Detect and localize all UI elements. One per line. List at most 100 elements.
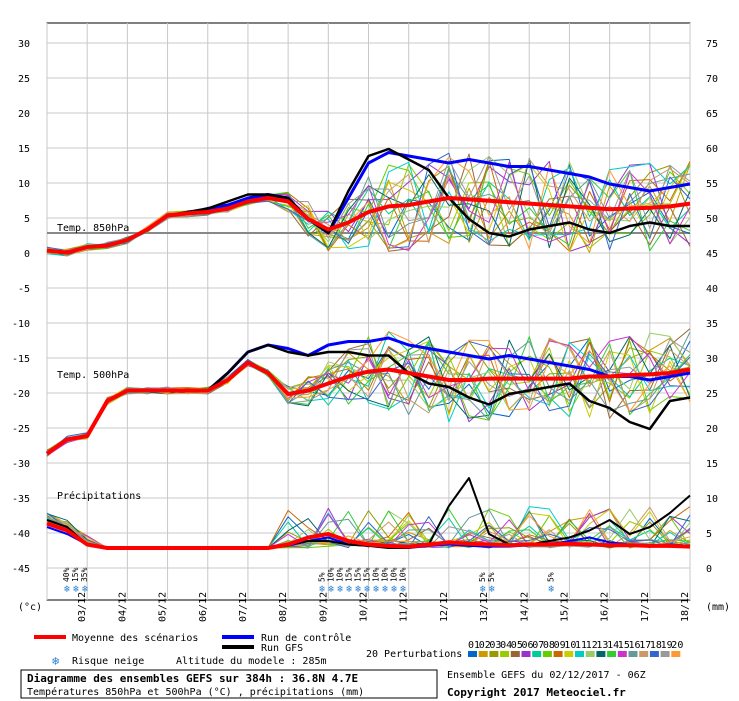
snowflake-icon: ❄ — [400, 584, 407, 595]
right-tick-label: 70 — [706, 74, 718, 85]
perturbation-id: 20 — [671, 640, 683, 651]
snowflake-icon: ❄ — [382, 584, 389, 595]
date-label: 16/12 — [600, 592, 611, 622]
perturbation-id: 09 — [554, 640, 566, 651]
snowflake-icon: ❄ — [355, 584, 362, 595]
right-tick-label: 45 — [706, 249, 718, 260]
perturbation-swatch — [564, 651, 574, 657]
perturbation-swatch — [639, 651, 649, 657]
left-tick-label: 15 — [18, 144, 30, 155]
perturbation-line-850 — [46, 156, 691, 253]
date-label: 05/12 — [158, 592, 169, 622]
left-tick-label: -45 — [12, 564, 30, 575]
right-tick-label: 10 — [706, 494, 718, 505]
snow-percent: 10% — [371, 567, 380, 582]
perturbation-id: 19 — [661, 640, 673, 651]
snow-percent: 5% — [546, 572, 555, 582]
right-tick-label: 0 — [706, 564, 712, 575]
snowflake-icon: ❄ — [82, 584, 89, 595]
snow-percent: 10% — [380, 567, 389, 582]
date-label: 10/12 — [359, 592, 370, 622]
perturbation-swatch — [660, 651, 670, 657]
perturbation-swatch — [478, 651, 488, 657]
date-label: 04/12 — [117, 592, 128, 622]
snow-percent: 5% — [317, 572, 326, 582]
perturbation-swatch — [607, 651, 617, 657]
snow-percent: 40% — [62, 567, 71, 582]
left-tick-label: -20 — [12, 389, 30, 400]
perturbation-id: 12 — [586, 640, 598, 651]
right-tick-label: 50 — [706, 214, 718, 225]
label-precip: Précipitations — [57, 490, 141, 502]
date-label: 11/12 — [399, 592, 410, 622]
left-tick-label: -5 — [18, 284, 30, 295]
snow-percent: 15% — [362, 567, 371, 582]
main-lines — [45, 147, 691, 550]
perturbation-line-850 — [46, 156, 691, 255]
left-tick-label: -30 — [12, 459, 30, 470]
date-label: 08/12 — [278, 592, 289, 622]
snow-risk: 40%❄15%❄35%❄5%❄10%❄10%❄15%❄15%❄15%❄10%❄1… — [62, 567, 555, 595]
snowflake-icon: ❄ — [328, 584, 335, 595]
left-tick-label: 30 — [18, 39, 30, 50]
label-t500: Temp. 500hPa — [57, 370, 129, 381]
snowflake-icon: ❄ — [489, 584, 496, 595]
perturbation-id: 15 — [618, 640, 630, 651]
snow-percent: 35% — [80, 567, 89, 582]
date-label: 18/12 — [680, 592, 691, 622]
perturbation-swatch — [596, 651, 606, 657]
legend: Moyenne des scénarios Run de contrôle Ru… — [34, 632, 683, 668]
perturbation-id: 04 — [500, 640, 512, 651]
snow-percent: 15% — [71, 567, 80, 582]
date-label: 06/12 — [198, 592, 209, 622]
mean-line-850 — [46, 196, 691, 255]
perturbation-id: 07 — [532, 640, 544, 651]
snowflake-icon: ❄ — [52, 654, 59, 668]
perturbation-swatch — [510, 651, 520, 657]
snowflake-icon: ❄ — [364, 584, 371, 595]
perturbation-id: 06 — [522, 640, 534, 651]
left-tick-label: 0 — [24, 249, 30, 260]
perturbation-id: 10 — [564, 640, 576, 651]
snowflake-icon: ❄ — [337, 584, 344, 595]
date-label: 17/12 — [640, 592, 651, 622]
perturbation-id: 01 — [468, 640, 480, 651]
perturbation-id: 11 — [575, 640, 587, 651]
perturbation-swatch — [649, 651, 659, 657]
perturbation-id: 14 — [607, 640, 619, 651]
snow-percent: 5% — [487, 572, 496, 582]
snowflake-icon: ❄ — [64, 584, 71, 595]
snow-percent: 5% — [478, 572, 487, 582]
date-label: 15/12 — [559, 592, 570, 622]
snowflake-icon: ❄ — [319, 584, 326, 595]
mean-line-500 — [45, 360, 691, 456]
perturbation-swatch — [575, 651, 584, 657]
date-axis: 03/12 04/12 05/12 06/12 07/12 08/12 09/12 10/12… — [77, 592, 691, 622]
snow-percent: 15% — [344, 567, 353, 582]
label-t850: Temp. 850hPa — [57, 223, 129, 234]
chart-subtitle: Températures 850hPa et 500hPa (°C) , pré… — [27, 686, 364, 698]
left-tick-label: 20 — [18, 109, 30, 120]
snow-percent: 15% — [353, 567, 362, 582]
right-tick-label: 5 — [706, 529, 712, 540]
date-label: 07/12 — [238, 592, 249, 622]
altitude-label: Altitude du modele : 285m — [176, 656, 327, 667]
right-tick-label: 25 — [706, 389, 718, 400]
perturbation-swatch — [628, 651, 638, 657]
right-tick-label: 40 — [706, 284, 718, 295]
snowflake-icon: ❄ — [391, 584, 398, 595]
perturbation-id: 05 — [511, 640, 523, 651]
left-tick-label: -35 — [12, 494, 30, 505]
perturbation-id: 02 — [479, 640, 491, 651]
snow-percent: 10% — [335, 567, 344, 582]
date-label: 03/12 — [77, 592, 88, 622]
perturbation-swatch — [500, 651, 510, 657]
right-tick-label: 55 — [706, 179, 718, 190]
right-tick-label: 75 — [706, 39, 718, 50]
snowflake-icon: ❄ — [346, 584, 353, 595]
perturbation-id: 17 — [639, 640, 651, 651]
right-tick-label: 20 — [706, 424, 718, 435]
legend-control: Run de contrôle — [261, 632, 351, 644]
